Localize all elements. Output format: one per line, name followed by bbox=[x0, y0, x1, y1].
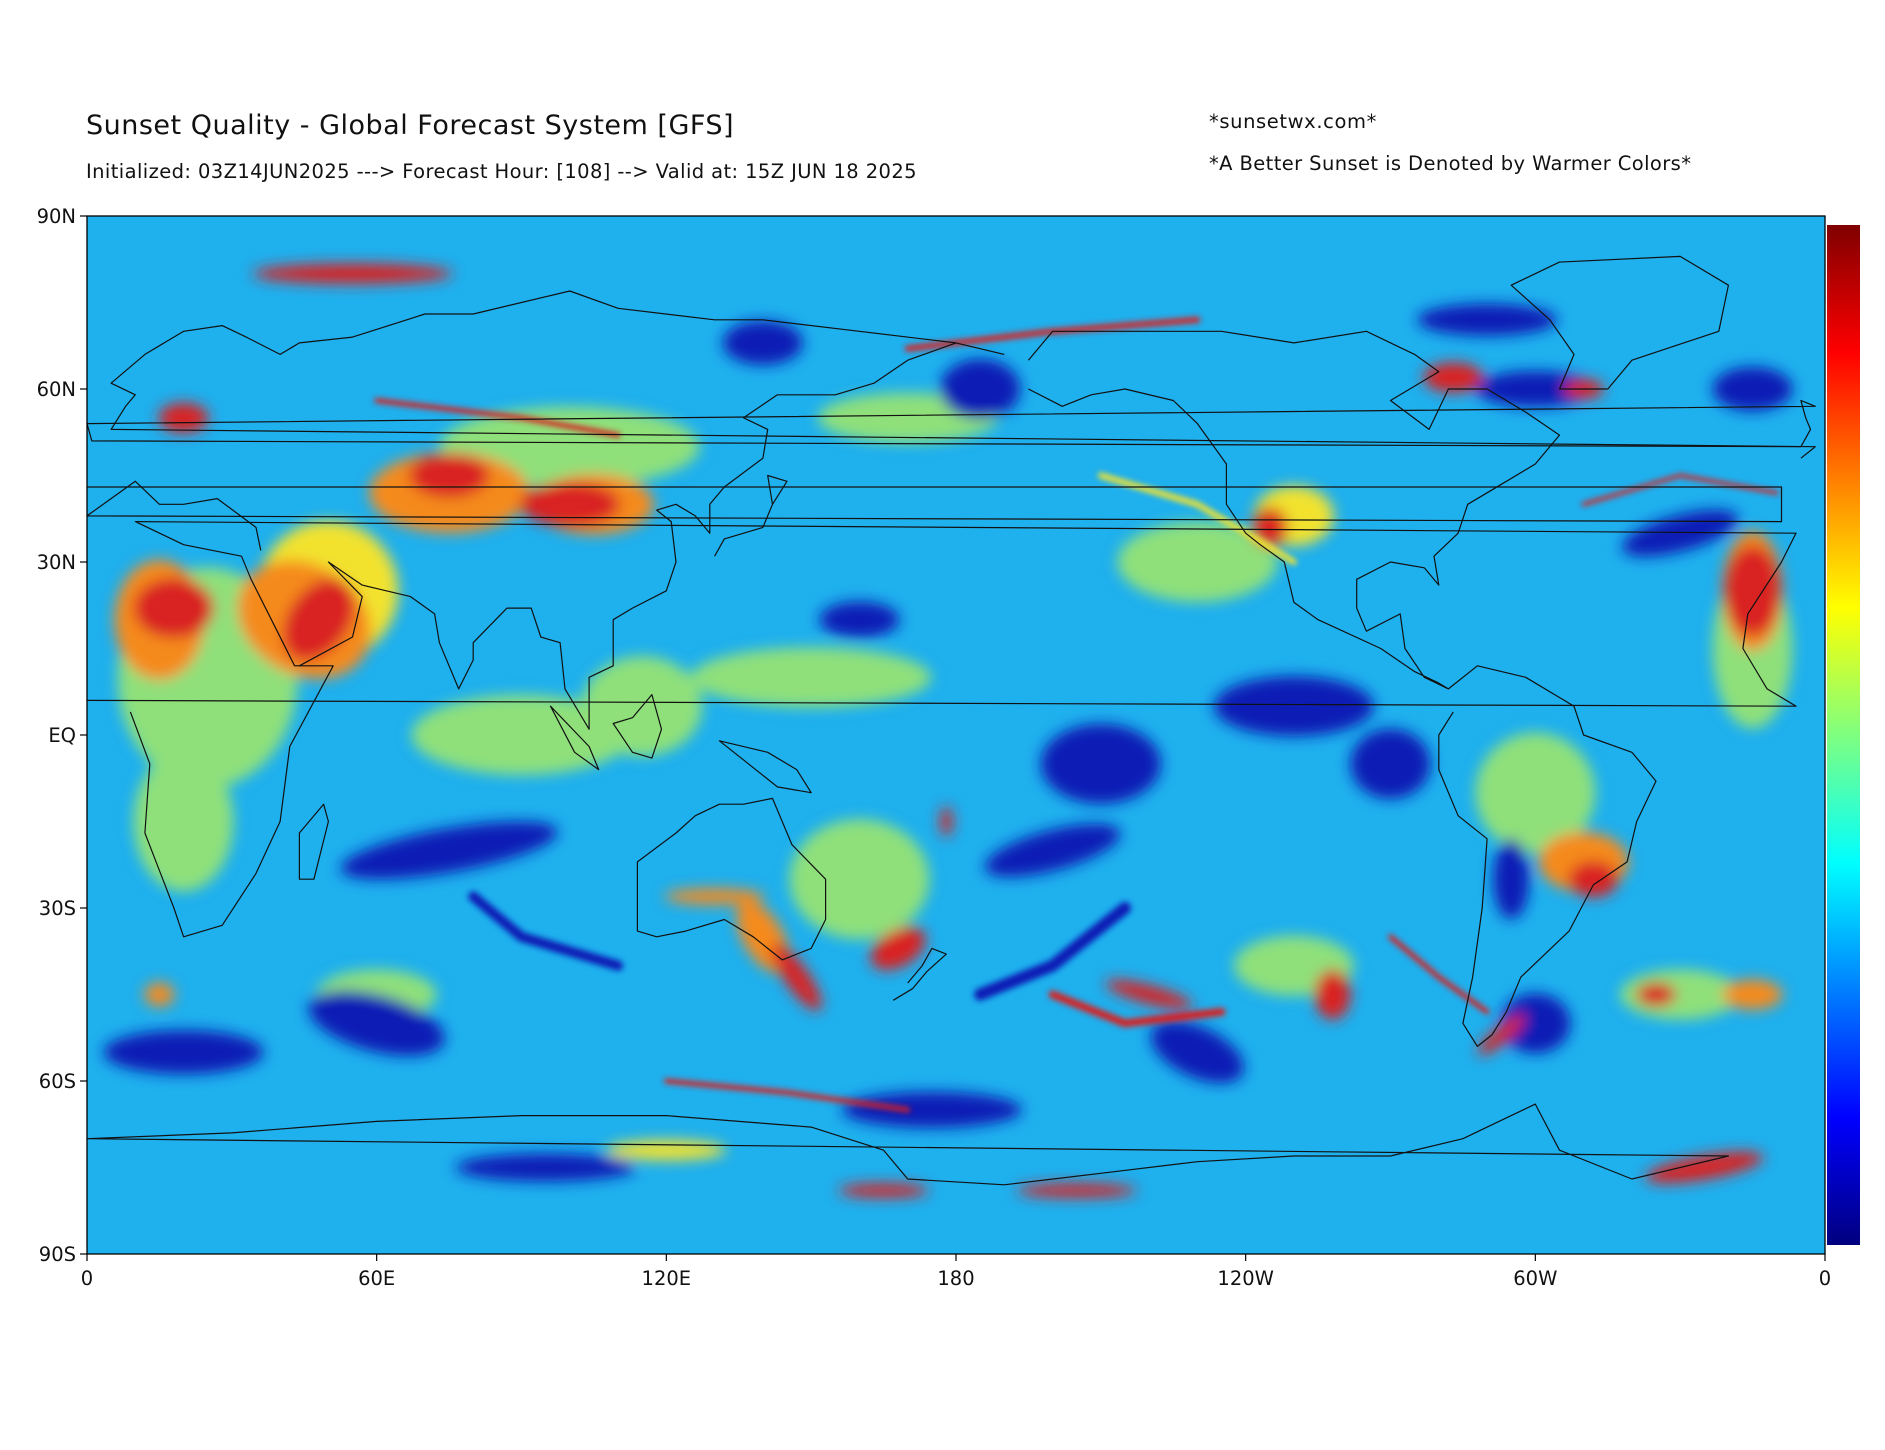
color-note: *A Better Sunset is Denoted by Warmer Co… bbox=[1209, 152, 1692, 175]
field-blob bbox=[722, 320, 803, 365]
field-blob bbox=[691, 647, 932, 708]
field-blob bbox=[841, 1091, 1022, 1128]
field-blob bbox=[870, 926, 926, 970]
coastline-outlines bbox=[87, 255, 1816, 1186]
field-blob bbox=[411, 695, 632, 775]
field-blob bbox=[664, 888, 765, 905]
coastline bbox=[892, 947, 947, 1001]
field-blob bbox=[1475, 371, 1596, 407]
field-blob bbox=[103, 1030, 264, 1075]
coastline bbox=[299, 342, 1005, 730]
field-blob bbox=[1251, 507, 1288, 548]
field-blob bbox=[940, 806, 953, 837]
y-tick-label: 60N bbox=[37, 378, 76, 401]
field-blob bbox=[1724, 545, 1781, 636]
map-title: Sunset Quality - Global Forecast System … bbox=[86, 110, 735, 141]
x-tick-label: 0 bbox=[81, 1267, 93, 1290]
field-blob bbox=[1500, 993, 1571, 1054]
coastline bbox=[714, 474, 788, 557]
field-blob bbox=[283, 578, 355, 661]
field-blob bbox=[455, 1153, 636, 1182]
field-streak bbox=[468, 891, 624, 971]
field-blob bbox=[1213, 676, 1374, 737]
field-blob bbox=[519, 482, 620, 527]
field-blob bbox=[1423, 362, 1484, 393]
coastline bbox=[1027, 330, 1561, 690]
field-blob bbox=[1016, 1183, 1137, 1198]
field-blob bbox=[133, 751, 234, 892]
coastline bbox=[612, 694, 663, 759]
coastline bbox=[718, 740, 812, 794]
coastline bbox=[110, 290, 1816, 459]
field-streaks bbox=[374, 316, 1779, 1113]
coastline bbox=[1438, 665, 1657, 1047]
coastline bbox=[298, 803, 329, 880]
field-streak bbox=[1097, 472, 1297, 565]
y-tick-label: 30S bbox=[39, 897, 76, 920]
latitude-axis: 90N 60N 30N EQ 30S 60S 90S bbox=[37, 205, 87, 1266]
field-streak bbox=[663, 1078, 911, 1113]
site-credit[interactable]: *sunsetwx.com* bbox=[1209, 110, 1377, 133]
field-blob bbox=[133, 578, 214, 639]
field-blob bbox=[771, 943, 822, 1011]
coastline bbox=[87, 521, 1797, 938]
field-blob bbox=[1105, 979, 1193, 1010]
field-blob bbox=[1477, 1014, 1526, 1056]
y-tick-label: 30N bbox=[37, 551, 76, 574]
x-tick-label: 120E bbox=[642, 1267, 692, 1290]
field-blob bbox=[1620, 969, 1741, 1020]
field-blob bbox=[1475, 732, 1596, 853]
map-subtitle: Initialized: 03Z14JUN2025 ---> Forecast … bbox=[86, 160, 917, 183]
field-blob bbox=[158, 402, 209, 433]
y-tick-label: 90S bbox=[39, 1243, 76, 1266]
field-blob bbox=[819, 601, 900, 638]
field-streak bbox=[1048, 990, 1226, 1028]
field-patterns bbox=[103, 263, 1793, 1198]
field-blob bbox=[789, 819, 930, 940]
field-blob bbox=[1636, 982, 1677, 1007]
field-blob bbox=[984, 823, 1121, 877]
x-tick-label: 60E bbox=[358, 1267, 395, 1290]
field-streak bbox=[1388, 934, 1490, 1015]
forecast-field bbox=[87, 216, 1825, 1254]
field-blob bbox=[252, 263, 453, 284]
field-blob bbox=[606, 1140, 727, 1161]
field-blob bbox=[340, 821, 558, 880]
x-tick-label: 180 bbox=[937, 1267, 974, 1290]
field-blob bbox=[838, 1183, 929, 1198]
field-streak bbox=[974, 902, 1131, 1001]
field-blob bbox=[1722, 979, 1783, 1010]
y-tick-label: EQ bbox=[48, 724, 76, 747]
x-tick-label: 60W bbox=[1513, 1267, 1557, 1290]
field-blob bbox=[1117, 522, 1278, 602]
field-blob bbox=[1493, 839, 1530, 920]
field-blob bbox=[1712, 367, 1793, 411]
field-blob bbox=[1314, 969, 1351, 1020]
field-blob bbox=[409, 453, 490, 498]
field-blob bbox=[1417, 303, 1558, 336]
field-blob bbox=[1568, 861, 1619, 898]
x-tick-label: 0 bbox=[1819, 1267, 1831, 1290]
x-tick-label: 120W bbox=[1217, 1267, 1274, 1290]
field-blob bbox=[144, 982, 175, 1007]
field-blob bbox=[1350, 728, 1431, 799]
y-tick-label: 60S bbox=[39, 1070, 76, 1093]
field-blob bbox=[1645, 1151, 1764, 1184]
coastline bbox=[87, 399, 1816, 448]
coastline bbox=[549, 705, 600, 771]
field-blob bbox=[308, 990, 445, 1056]
field-blob bbox=[1040, 723, 1161, 804]
y-tick-label: 90N bbox=[37, 205, 76, 228]
colorbar bbox=[1827, 225, 1860, 1245]
longitude-axis: 0 60E 120E 180 120W 60W 0 bbox=[81, 1254, 1831, 1290]
field-blob bbox=[1150, 1021, 1244, 1084]
coastline bbox=[87, 1103, 1729, 1186]
field-streak bbox=[374, 398, 621, 438]
coastline bbox=[636, 797, 827, 961]
coastline bbox=[1510, 255, 1729, 390]
field-blob bbox=[940, 359, 1021, 419]
coastline bbox=[87, 480, 1783, 551]
